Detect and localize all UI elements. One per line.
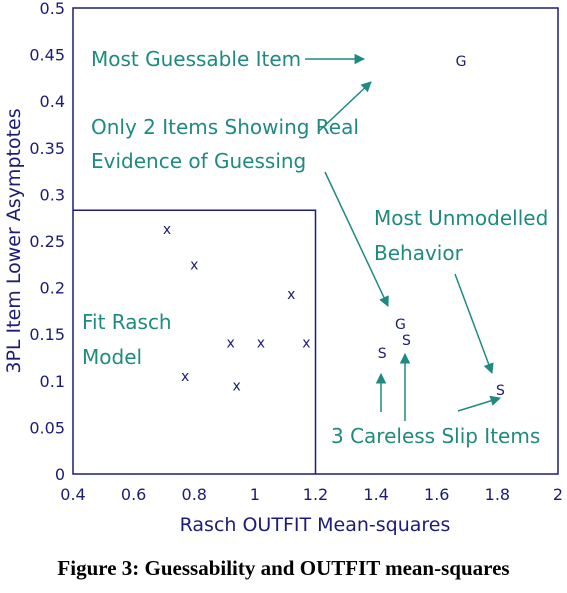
data-point-x: x bbox=[181, 369, 189, 385]
y-tick-label: 0.2 bbox=[40, 279, 65, 298]
annotation-careless-slip: 3 Careless Slip Items bbox=[331, 424, 540, 448]
data-point-x: x bbox=[302, 336, 310, 352]
scatter-chart: 0.4 0.6 0.8 1 1.2 1.4 1.6 1.8 2 00.050.10.150.20… bbox=[3, 0, 563, 536]
fit-region-box bbox=[73, 209, 317, 474]
data-point-x: x bbox=[226, 336, 234, 352]
y-tick-label: 0.3 bbox=[40, 185, 65, 204]
annotation-real-guessing-line1: Only 2 Items Showing Real bbox=[91, 115, 359, 139]
annotation-unmodelled-line2: Behavior bbox=[374, 241, 464, 265]
y-tick-labels: 0 0.05 0.1 0.15 0.2 0.25 0.3 0.35 0.4 0.45 0.5 bbox=[29, 0, 65, 484]
figure-caption: Figure 3: Guessability and OUTFIT mean-s… bbox=[57, 556, 510, 580]
data-point-x: x bbox=[233, 378, 241, 394]
x-axis-title: Rasch OUTFIT Mean-squares bbox=[180, 514, 451, 536]
x-tick-label: 1.4 bbox=[363, 485, 388, 504]
x-tick-label: 1 bbox=[250, 485, 260, 504]
y-tick-label: 0.1 bbox=[40, 372, 65, 391]
arrow-guessing-lower bbox=[324, 171, 389, 307]
x-tick-label: 2 bbox=[553, 485, 563, 504]
x-tick-labels: 0.4 0.6 0.8 1 1.2 1.4 1.6 1.8 2 bbox=[60, 485, 563, 504]
x-tick-label: 0.8 bbox=[182, 485, 207, 504]
data-point-s: S bbox=[378, 346, 387, 362]
data-point-x: x bbox=[163, 222, 171, 238]
y-tick-label: 0.15 bbox=[29, 325, 65, 344]
x-tick-label: 1.2 bbox=[303, 485, 328, 504]
annotation-real-guessing-line2: Evidence of Guessing bbox=[91, 149, 306, 173]
data-point-g: G bbox=[456, 54, 467, 70]
data-point-x: x bbox=[257, 336, 265, 352]
arrow-slip-right bbox=[457, 395, 502, 412]
annotation-most-guessable: Most Guessable Item bbox=[91, 47, 301, 71]
y-tick-label: 0.45 bbox=[29, 46, 65, 65]
data-point-s: S bbox=[496, 383, 505, 399]
y-tick-label: 0.05 bbox=[29, 418, 65, 437]
arrow-unmodelled bbox=[454, 273, 494, 374]
y-tick-label: 0.35 bbox=[29, 139, 65, 158]
data-point-g: G bbox=[395, 317, 406, 333]
x-tick-label: 1.8 bbox=[485, 485, 510, 504]
annotation-fit-rasch-line1: Fit Rasch bbox=[82, 310, 172, 334]
data-point-s: S bbox=[402, 333, 411, 349]
data-point-x: x bbox=[190, 257, 198, 273]
y-tick-label: 0.4 bbox=[40, 92, 65, 111]
data-point-x: x bbox=[287, 287, 295, 303]
x-tick-label: 1.6 bbox=[424, 485, 449, 504]
y-tick-label: 0 bbox=[55, 465, 65, 484]
arrow-guessing-upper bbox=[317, 81, 372, 133]
x-tick-label: 0.4 bbox=[60, 485, 85, 504]
annotation-unmodelled-line1: Most Unmodelled bbox=[374, 206, 548, 230]
annotation-fit-rasch-line2: Model bbox=[82, 345, 142, 369]
y-tick-label: 0.5 bbox=[40, 0, 65, 18]
y-axis-title: 3PL Item Lower Asymptotes bbox=[3, 108, 25, 373]
y-tick-label: 0.25 bbox=[29, 232, 65, 251]
x-tick-label: 0.6 bbox=[121, 485, 146, 504]
